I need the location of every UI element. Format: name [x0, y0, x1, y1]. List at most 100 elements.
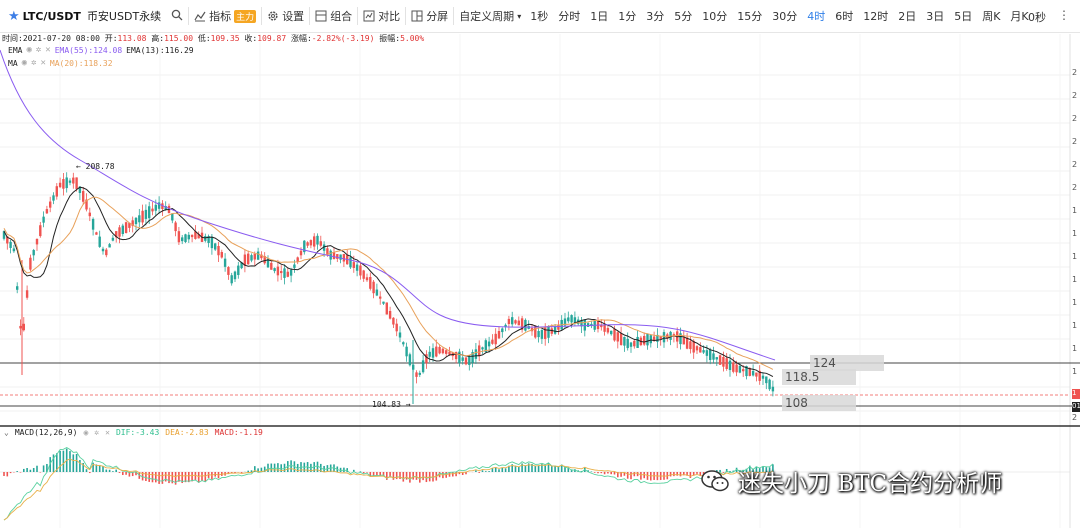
- indicators-button[interactable]: 指标 主力: [194, 8, 257, 24]
- last-price-tag: 1: [1072, 389, 1080, 399]
- timeframe-option[interactable]: 3分: [646, 10, 665, 23]
- gear-icon[interactable]: ✲: [35, 45, 42, 55]
- candle-up: [580, 320, 583, 327]
- combo-button[interactable]: 组合: [315, 8, 352, 24]
- candle-up: [91, 218, 95, 230]
- candle-up: [108, 244, 111, 248]
- gear-icon[interactable]: ✲: [94, 428, 100, 437]
- timeframe-option[interactable]: 6时: [835, 10, 854, 23]
- timeframe-option[interactable]: 月K: [1010, 10, 1029, 23]
- timeframe-option[interactable]: 4时: [807, 10, 826, 23]
- ema55-line: [0, 49, 776, 361]
- candle-down: [49, 201, 52, 208]
- candle-up: [42, 216, 45, 223]
- candle-up: [501, 328, 504, 333]
- compare-button[interactable]: 对比: [363, 8, 400, 24]
- candle-down: [243, 254, 247, 266]
- candle-down: [758, 370, 761, 381]
- candle-down: [128, 222, 131, 228]
- amplitude-label: 振幅:: [379, 34, 401, 43]
- low-label: 低:: [197, 34, 211, 43]
- candle-down: [438, 346, 441, 354]
- change-value: -2.82%(-3.19): [311, 34, 375, 43]
- custom-period-dropdown[interactable]: 自定义周期 ▾: [459, 8, 521, 24]
- timeframe-option[interactable]: 5日: [954, 10, 973, 23]
- candle-up: [289, 269, 293, 276]
- candle-up: [709, 349, 712, 360]
- candle-down: [507, 318, 511, 325]
- candle-countdown: 0秒: [1028, 11, 1046, 24]
- timeframe-option[interactable]: 30分: [772, 10, 798, 23]
- candle-down: [685, 337, 689, 349]
- split-screen-button[interactable]: 分屏: [411, 8, 448, 24]
- timeframe-option[interactable]: 周K: [982, 10, 1001, 23]
- gear-icon[interactable]: ✲: [31, 58, 37, 68]
- more-options-icon[interactable]: ⋮: [1058, 8, 1070, 22]
- candle-down: [722, 356, 725, 367]
- candle-down: [332, 252, 336, 260]
- candle-up: [610, 330, 613, 335]
- candle-up: [715, 357, 718, 360]
- favorite-star-icon[interactable]: ★: [8, 8, 20, 24]
- candle-up: [214, 243, 217, 250]
- candle-up: [649, 335, 652, 344]
- exchange-name[interactable]: 币安USDT永续: [86, 10, 162, 23]
- timeframe-option[interactable]: 2日: [898, 10, 917, 23]
- timeframe-option[interactable]: 10分: [702, 10, 728, 23]
- chevron-down-icon[interactable]: ⌄: [4, 428, 9, 437]
- eye-icon[interactable]: ◉: [26, 45, 32, 55]
- candle-down: [672, 334, 676, 337]
- toolbar-divider: [309, 7, 311, 25]
- high-marker: ← 208.78: [76, 162, 115, 171]
- candle-down: [659, 336, 662, 340]
- settings-button[interactable]: 设置: [267, 8, 304, 24]
- timeframe-option[interactable]: 1分: [618, 10, 637, 23]
- timeframe-option[interactable]: 1秒: [530, 10, 549, 23]
- candle-up: [629, 342, 633, 347]
- candle-down: [270, 262, 273, 270]
- timeframe-option[interactable]: 3日: [926, 10, 945, 23]
- timeframe-option[interactable]: 分时: [558, 10, 581, 23]
- candle-up: [240, 262, 243, 269]
- candle-up: [322, 244, 326, 251]
- price-axis-label: 1: [1072, 367, 1078, 376]
- candle-up: [273, 268, 276, 272]
- candle-up: [540, 329, 544, 339]
- candle-down: [276, 266, 280, 276]
- level-118-label: 118.5: [785, 370, 820, 384]
- candle-up: [121, 225, 124, 234]
- timeframe-list: 1秒 分时 1日 1分 3分 5分 10分 15分 30分 4时 6时 12时 2日 3日 5日 周K 月K: [525, 8, 1033, 24]
- timeframe-option[interactable]: 1日: [590, 10, 609, 23]
- candle-up: [547, 326, 550, 338]
- time-label: 时间:: [2, 34, 23, 43]
- candle-down: [151, 208, 154, 212]
- symbol-name[interactable]: LTC/USDT: [22, 9, 81, 23]
- timeframe-option[interactable]: 5分: [674, 10, 693, 23]
- candle-up: [98, 236, 101, 247]
- toolbar-divider: [261, 7, 263, 25]
- close-icon[interactable]: ✕: [40, 58, 46, 68]
- eye-icon[interactable]: ◉: [21, 58, 28, 68]
- ema13-line: [3, 186, 774, 378]
- candle-up: [187, 234, 190, 240]
- eye-icon[interactable]: ◉: [83, 428, 89, 437]
- candle-down: [435, 346, 438, 357]
- candle-down: [613, 328, 616, 341]
- candle-down: [22, 323, 25, 331]
- candle-up: [349, 257, 352, 268]
- close-icon[interactable]: ✕: [45, 45, 51, 55]
- timeframe-option[interactable]: 15分: [737, 10, 763, 23]
- candle-up: [474, 349, 478, 359]
- candle-up: [705, 350, 709, 356]
- candle-up: [504, 324, 507, 327]
- search-icon[interactable]: [171, 9, 183, 24]
- candle-up: [662, 332, 666, 343]
- close-value: 109.87: [257, 34, 287, 43]
- candle-down: [75, 177, 78, 189]
- candle-up: [375, 289, 379, 296]
- candle-up: [138, 215, 141, 223]
- timeframe-option[interactable]: 12时: [863, 10, 889, 23]
- close-icon[interactable]: ✕: [105, 428, 110, 437]
- ema55-value: EMA(55):124.08: [54, 45, 123, 55]
